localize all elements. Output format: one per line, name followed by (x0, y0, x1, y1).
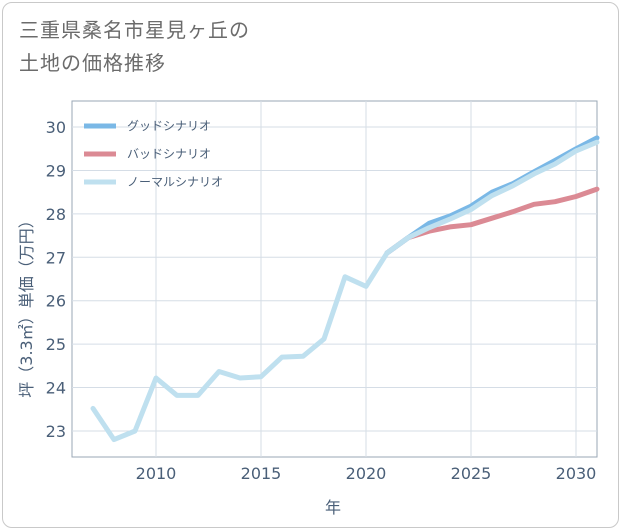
title-line-2: 土地の価格推移 (19, 51, 166, 75)
x-tick-label: 2030 (556, 464, 597, 483)
x-axis-label: 年 (325, 498, 341, 517)
chart-title: 三重県桑名市星見ヶ丘の 土地の価格推移 (19, 14, 250, 80)
series-line-2 (90, 139, 600, 443)
y-tick-label: 27 (46, 248, 66, 267)
plot-area (71, 100, 598, 458)
y-tick-label: 26 (46, 292, 66, 311)
y-tick-label: 25 (46, 335, 66, 354)
x-tick-labels: 2010 2015 2020 2025 2030 (136, 464, 597, 483)
y-axis-label: 坪（3.3㎡）単価（万円） (17, 212, 36, 397)
y-tick-label: 23 (46, 422, 66, 441)
y-tick-label: 28 (46, 205, 66, 224)
x-tick-label: 2020 (346, 464, 387, 483)
series-lines (90, 135, 600, 443)
title-line-1: 三重県桑名市星見ヶ丘の (19, 18, 250, 42)
y-tick-label: 24 (46, 379, 66, 398)
legend-label: ノーマルシナリオ (127, 175, 223, 189)
legend-label: バッドシナリオ (127, 147, 211, 161)
y-tick-label: 29 (46, 161, 66, 180)
x-tick-label: 2015 (241, 464, 282, 483)
legend-label: グッドシナリオ (127, 119, 211, 133)
x-tick-label: 2010 (136, 464, 177, 483)
y-tick-labels: 23 24 25 26 27 28 29 30 (46, 118, 66, 441)
y-tick-label: 30 (46, 118, 66, 137)
x-tick-label: 2025 (451, 464, 492, 483)
series-line-0 (384, 135, 600, 256)
